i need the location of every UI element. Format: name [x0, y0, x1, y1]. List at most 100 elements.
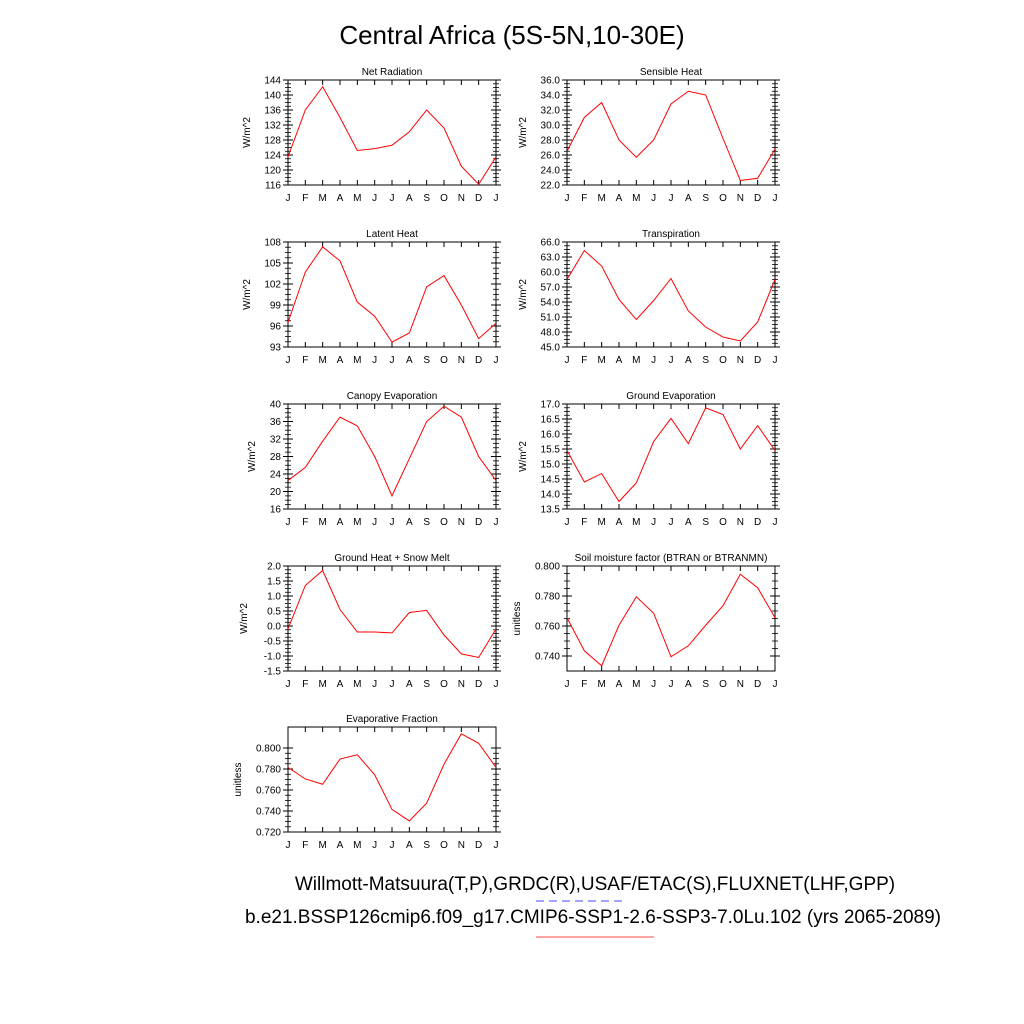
y-tick-label: 40	[270, 400, 282, 411]
series-line	[567, 90, 775, 182]
x-tick-label: A	[616, 193, 623, 204]
y-tick-label: 93	[270, 343, 282, 354]
y-tick-label: 96	[270, 322, 282, 333]
series-line	[288, 85, 496, 185]
x-tick-label: S	[423, 840, 430, 851]
y-tick-label: 24	[270, 470, 282, 481]
x-tick-label: O	[719, 193, 727, 204]
y-axis-label: W/m^2	[239, 603, 250, 634]
x-tick-label: J	[565, 517, 570, 528]
x-tick-label: A	[337, 193, 344, 204]
y-tick-label: 51.0	[541, 313, 561, 324]
x-tick-label: N	[458, 517, 465, 528]
y-tick-label: 128	[264, 136, 281, 147]
y-tick-label: 0.800	[535, 562, 560, 573]
x-tick-label: F	[302, 840, 308, 851]
x-tick-label: J	[286, 193, 291, 204]
x-tick-label: J	[669, 193, 674, 204]
y-tick-label: 2.0	[267, 562, 281, 573]
plot-frame	[566, 403, 776, 510]
x-tick-label: O	[440, 193, 448, 204]
x-tick-label: O	[440, 517, 448, 528]
y-axis-label: W/m^2	[518, 117, 529, 148]
y-tick-label: 16	[270, 505, 282, 516]
chart-panel: Soil moisture factor (BTRAN or BTRANMN) u…	[512, 553, 780, 690]
x-tick-label: F	[581, 679, 587, 690]
x-tick-label: J	[669, 517, 674, 528]
y-tick-label: 57.0	[541, 283, 561, 294]
x-tick-label: A	[337, 840, 344, 851]
y-tick-label: 0.0	[267, 622, 281, 633]
x-tick-label: D	[475, 840, 482, 851]
y-tick-label: 15.0	[541, 460, 561, 471]
x-tick-label: M	[318, 355, 326, 366]
plot-frame	[287, 726, 497, 833]
y-tick-label: 32.0	[541, 106, 561, 117]
y-axis-label: unitless	[233, 763, 244, 797]
y-axis-label: W/m^2	[518, 441, 529, 472]
x-tick-label: A	[337, 355, 344, 366]
y-tick-label: 0.5	[267, 607, 281, 618]
x-tick-label: D	[475, 517, 482, 528]
x-tick-label: J	[494, 355, 499, 366]
y-tick-label: 99	[270, 301, 282, 312]
y-tick-label: 16.5	[541, 415, 561, 426]
y-tick-label: 15.5	[541, 445, 561, 456]
x-tick-label: N	[737, 355, 744, 366]
x-tick-label: F	[302, 355, 308, 366]
x-tick-label: S	[423, 193, 430, 204]
y-tick-label: 24.0	[541, 166, 561, 177]
y-tick-label: 0.740	[256, 807, 281, 818]
y-tick-label: 32	[270, 435, 282, 446]
x-tick-label: A	[616, 517, 623, 528]
x-tick-label: M	[632, 679, 640, 690]
y-tick-label: -0.5	[264, 637, 282, 648]
x-tick-label: D	[754, 193, 761, 204]
x-tick-label: N	[458, 355, 465, 366]
x-tick-label: J	[651, 355, 656, 366]
y-tick-label: 0.800	[256, 744, 281, 755]
x-tick-label: S	[423, 517, 430, 528]
x-tick-label: N	[737, 517, 744, 528]
y-tick-label: 36.0	[541, 76, 561, 87]
x-tick-label: F	[302, 193, 308, 204]
x-tick-label: M	[353, 517, 361, 528]
x-tick-label: J	[286, 355, 291, 366]
x-tick-label: J	[669, 355, 674, 366]
plot-frame	[287, 403, 497, 510]
x-tick-label: J	[372, 840, 377, 851]
x-tick-label: J	[372, 679, 377, 690]
x-tick-label: J	[390, 517, 395, 528]
x-tick-label: D	[754, 517, 761, 528]
x-tick-label: J	[565, 355, 570, 366]
x-tick-label: M	[353, 679, 361, 690]
x-tick-label: J	[286, 679, 291, 690]
x-tick-label: A	[337, 517, 344, 528]
x-tick-label: J	[390, 679, 395, 690]
y-tick-label: 16.0	[541, 430, 561, 441]
plot-frame	[566, 565, 776, 672]
x-tick-label: J	[565, 193, 570, 204]
y-tick-label: 136	[264, 106, 281, 117]
x-tick-label: J	[565, 679, 570, 690]
y-tick-label: 54.0	[541, 298, 561, 309]
y-tick-label: 17.0	[541, 400, 561, 411]
y-axis-label: W/m^2	[247, 441, 258, 472]
x-tick-label: J	[372, 193, 377, 204]
x-tick-label: F	[581, 193, 587, 204]
y-tick-label: 1.0	[267, 592, 281, 603]
x-tick-label: A	[616, 355, 623, 366]
x-tick-label: A	[685, 193, 692, 204]
x-tick-label: O	[719, 355, 727, 366]
x-tick-label: M	[632, 517, 640, 528]
y-tick-label: 45.0	[541, 343, 561, 354]
plot-frame	[287, 565, 497, 672]
series-line	[567, 573, 775, 667]
x-tick-label: M	[632, 355, 640, 366]
